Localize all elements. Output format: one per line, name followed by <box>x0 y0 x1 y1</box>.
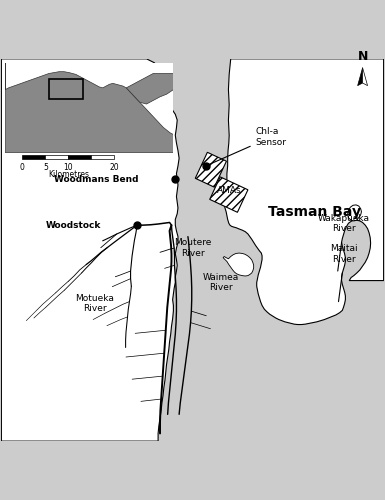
Bar <box>45 155 68 159</box>
Text: 5: 5 <box>43 163 48 172</box>
FancyBboxPatch shape <box>210 177 248 212</box>
Text: Maitai
River: Maitai River <box>330 244 357 264</box>
Text: Wakapuaka
River: Wakapuaka River <box>318 214 370 233</box>
Text: Waimea
River: Waimea River <box>203 273 239 292</box>
Text: 0: 0 <box>20 163 25 172</box>
FancyBboxPatch shape <box>195 152 226 187</box>
Polygon shape <box>363 68 368 86</box>
Text: Woodmans Bend: Woodmans Bend <box>55 175 139 184</box>
Polygon shape <box>358 68 363 86</box>
Text: Chl-a
Sensor: Chl-a Sensor <box>208 128 286 165</box>
Polygon shape <box>2 59 179 441</box>
Polygon shape <box>348 205 362 221</box>
Text: Tasman Bay: Tasman Bay <box>268 205 361 219</box>
Polygon shape <box>223 253 254 276</box>
Text: Motueka
River: Motueka River <box>75 294 114 313</box>
Bar <box>22 155 45 159</box>
Polygon shape <box>222 59 383 324</box>
Text: Moutere
River: Moutere River <box>174 238 211 258</box>
Text: 20: 20 <box>109 163 119 172</box>
Text: 10: 10 <box>64 163 73 172</box>
Bar <box>91 155 114 159</box>
Text: N: N <box>357 50 368 62</box>
Text: AMAs: AMAs <box>218 186 242 196</box>
Text: Kilometres: Kilometres <box>48 170 89 179</box>
Text: Woodstock: Woodstock <box>45 220 101 230</box>
Bar <box>68 155 91 159</box>
